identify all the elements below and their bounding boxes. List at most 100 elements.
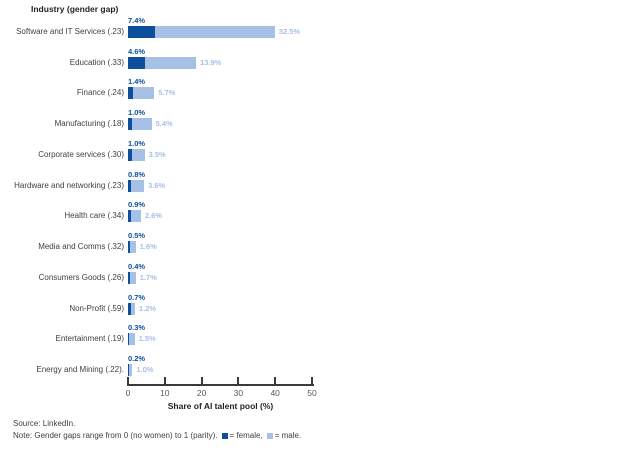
- bar-row: Energy and Mining (.22). 0.2% 1.0%: [0, 354, 640, 385]
- x-axis-tick-label: 10: [160, 388, 170, 398]
- x-axis-line: [127, 384, 314, 386]
- category-label: Hardware and networking (.23): [14, 180, 124, 190]
- female-value-label: 0.3%: [128, 323, 146, 333]
- female-value-label: 0.2%: [128, 353, 146, 363]
- female-value-label: 4.6%: [128, 46, 146, 56]
- male-value-label: 2.6%: [144, 211, 162, 221]
- stacked-bar: 1.2%: [128, 302, 157, 315]
- male-bar-segment: [144, 56, 197, 69]
- category-label: Health care (.34): [64, 211, 124, 221]
- female-bar-segment: [128, 179, 131, 192]
- male-value-label: 1.5%: [138, 334, 156, 344]
- stacked-bar: 1.7%: [128, 271, 157, 284]
- female-value-label: 0.9%: [128, 200, 146, 210]
- female-bar-segment: [128, 333, 130, 346]
- category-label: Finance (.24): [76, 88, 124, 98]
- x-axis-tick: [163, 377, 166, 385]
- male-value-label: 1.0%: [136, 364, 154, 374]
- bar-row: Non-Profit (.59) 0.7% 1.2%: [0, 293, 640, 324]
- x-axis-tick-label: 20: [196, 388, 207, 398]
- male-bar-segment: [131, 210, 141, 223]
- female-bar-segment: [128, 302, 131, 315]
- female-bar-segment: [128, 148, 132, 161]
- category-label: Consumers Goods (.26): [38, 272, 124, 282]
- x-axis-tick: [274, 377, 277, 385]
- stacked-bar: 1.5%: [128, 333, 156, 346]
- category-label: Entertainment (.19): [55, 334, 124, 344]
- x-axis-tick: [127, 377, 129, 385]
- source-note: Source: LinkedIn.: [13, 419, 76, 428]
- x-axis-tick: [311, 377, 313, 385]
- male-value-label: 1.2%: [138, 303, 157, 313]
- bar-row: Health care (.34) 0.9% 2.6%: [0, 200, 640, 231]
- category-label: Energy and Mining (.22).: [36, 364, 124, 374]
- male-bar-segment: [130, 179, 145, 192]
- female-legend-swatch: [221, 432, 228, 439]
- x-axis-tick: [237, 377, 240, 385]
- female-legend-label: = female,: [229, 431, 263, 440]
- male-bar-segment: [129, 333, 135, 346]
- x-axis-tick-label: 30: [233, 388, 244, 398]
- female-value-label: 1.0%: [128, 108, 146, 118]
- category-label: Software and IT Services (.23): [16, 27, 124, 36]
- female-bar-segment: [128, 271, 130, 284]
- stacked-bar: 5.7%: [128, 87, 176, 100]
- bar-row: Corporate services (.30) 1.0% 3.5%: [0, 139, 640, 170]
- female-bar-segment: [128, 87, 134, 100]
- legend-note-text: Note: Gender gaps range from 0 (no women…: [13, 431, 218, 440]
- stacked-bar: 1.6%: [128, 241, 157, 253]
- male-bar-segment: [131, 118, 152, 131]
- x-axis-tick-label: 0: [125, 388, 131, 398]
- category-label: Education (.33): [69, 57, 124, 67]
- male-value-label: 5.7%: [158, 88, 176, 98]
- male-value-label: 1.6%: [139, 242, 157, 251]
- chart-title: Industry (gender gap): [31, 4, 119, 14]
- bar-row: Hardware and networking (.23) 0.8% 3.6%: [0, 170, 640, 201]
- male-value-label: 32.5%: [278, 27, 301, 36]
- male-value-label: 3.6%: [148, 180, 166, 190]
- male-bar-segment: [129, 271, 136, 284]
- male-value-label: 1.7%: [139, 272, 157, 282]
- bar-row: Finance (.24) 1.4% 5.7%: [0, 77, 640, 108]
- male-legend-label: = male.: [274, 431, 302, 440]
- female-value-label: 0.4%: [128, 261, 146, 271]
- female-value-label: 0.7%: [128, 292, 146, 302]
- bar-row: Education (.33) 4.6% 13.9%: [0, 47, 640, 78]
- legend-note: Note: Gender gaps range from 0 (no women…: [13, 431, 301, 440]
- bar-row: Software and IT Services (.23) 7.4% 32.5%: [0, 16, 640, 47]
- x-axis-tick-label: 40: [270, 388, 280, 398]
- male-value-label: 5.4%: [155, 119, 173, 129]
- x-axis-title: Share of AI talent pool (%): [167, 401, 274, 411]
- category-label: Media and Comms (.32): [38, 242, 124, 251]
- female-bar-segment: [128, 241, 130, 253]
- male-bar-segment: [133, 87, 155, 100]
- female-bar-segment: [128, 26, 156, 38]
- stacked-bar: 3.5%: [128, 148, 166, 161]
- female-value-label: 0.5%: [128, 231, 146, 240]
- male-bar-segment: [130, 302, 135, 315]
- x-axis-tick-label: 50: [307, 388, 317, 398]
- category-label: Manufacturing (.18): [54, 119, 124, 129]
- stacked-bar: 1.0%: [128, 363, 154, 376]
- female-bar-segment: [128, 56, 145, 69]
- bar-row: Media and Comms (.32) 0.5% 1.6%: [0, 231, 640, 262]
- category-label: Corporate services (.30): [38, 149, 124, 159]
- female-value-label: 0.8%: [128, 169, 146, 179]
- stacked-bar: 13.9%: [128, 56, 222, 69]
- female-bar-segment: [128, 118, 132, 131]
- stacked-bar: 32.5%: [128, 26, 300, 38]
- male-value-label: 13.9%: [200, 57, 222, 67]
- male-value-label: 3.5%: [148, 149, 166, 159]
- female-value-label: 1.4%: [128, 77, 146, 87]
- male-bar-segment: [155, 26, 275, 38]
- stacked-bar: 5.4%: [128, 118, 173, 131]
- male-bar-segment: [129, 241, 136, 253]
- male-bar-segment: [131, 148, 145, 161]
- bar-row: Entertainment (.19) 0.3% 1.5%: [0, 323, 640, 354]
- x-axis-tick: [200, 377, 203, 385]
- female-value-label: 7.4%: [128, 16, 146, 25]
- stacked-bar: 3.6%: [128, 179, 166, 192]
- female-bar-segment: [128, 210, 132, 223]
- female-value-label: 1.0%: [128, 138, 146, 148]
